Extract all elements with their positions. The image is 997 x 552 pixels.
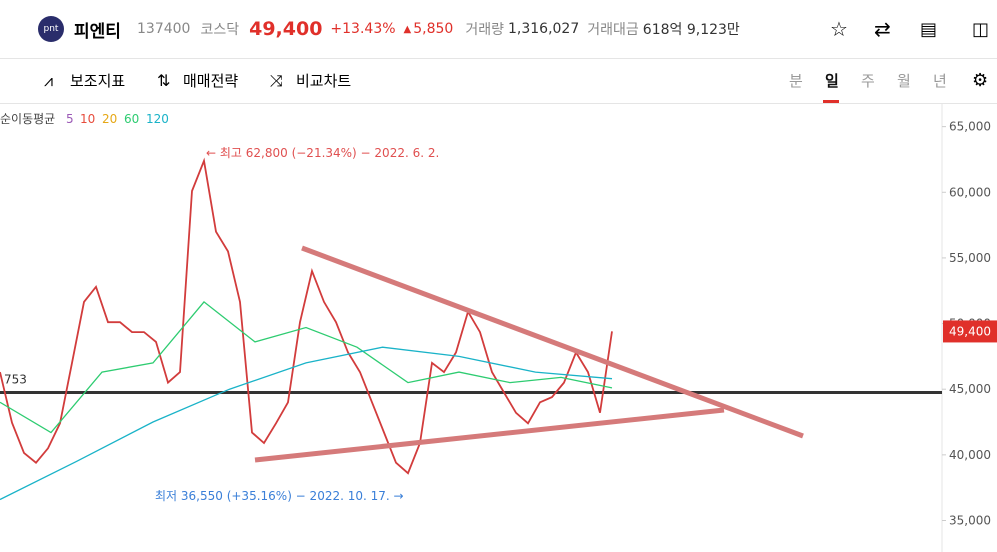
ma-legend-item: 20 [102,112,117,126]
ma-legend-title: 순이동평균 [0,112,55,126]
y-tick-label: 65,000 [949,120,991,134]
up-icon: ▲ [403,23,412,35]
period[interactable]: 일 [825,72,839,90]
change-pct: +13.43% [330,21,396,37]
change: 5,850 [413,21,454,37]
price-line [0,157,613,475]
stock-name: 피엔티 [74,21,121,42]
tool-item[interactable]: 보조지표 [70,72,126,90]
ma-legend-item: 10 [80,112,95,126]
favorite[interactable]: ☆ [830,17,848,41]
period[interactable]: 년 [933,72,947,90]
period[interactable]: 월 [897,72,911,90]
trendline [301,245,804,439]
price: 49,400 [249,18,323,40]
chart: 35,00040,00045,00050,00055,00060,00065,0… [0,103,997,552]
y-tick-label: 35,000 [949,513,991,527]
tool-item[interactable]: 비교차트 [296,72,352,90]
tool-icon[interactable]: ⇅ [157,71,171,90]
toolbar: ⩘ 보조지표 ⇅ 매매전략 ⤨ 비교차트 분 일 주 월 년 ⚙ [0,58,997,104]
market: 코스닥 [200,22,240,38]
ma-legend-item: 120 [146,112,169,126]
low-annotation: 최저 36,550 (+35.16%) − 2022. 10. 17. → [155,489,404,503]
memo[interactable]: ▤ [920,18,938,40]
moving-average [0,346,613,501]
volume: 1,316,027 [507,21,580,37]
swap[interactable]: ⇄ [874,17,891,41]
code: 137400 [137,21,191,37]
reference-label: 753 [4,372,27,386]
y-tick-label: 60,000 [949,185,991,199]
y-tick-label: 55,000 [949,251,991,265]
tool-icon[interactable]: ⩘ [44,70,54,90]
y-tick-label: 40,000 [949,448,991,462]
period[interactable]: 주 [861,72,875,90]
tool-icon[interactable]: ⤨ [270,70,283,90]
period-underline [823,100,839,103]
moving-average [0,300,613,434]
price-tag [943,320,997,343]
trendline [254,407,725,463]
header: pnt 피엔티 137400 코스닥 49,400 +13.43% ▲ 5,85… [0,0,997,59]
ma-legend-item: 60 [124,112,139,126]
ma-legend-item: 5 [66,112,74,126]
tool-item[interactable]: 매매전략 [183,72,239,90]
price-tag-label: 49,400 [949,324,991,338]
amount-label: 거래대금 [587,22,639,38]
y-tick-label: 45,000 [949,382,991,396]
amount: 618억 9,123만 [642,22,740,38]
volume-label: 거래량 [465,22,504,38]
panel[interactable]: ◫ [972,18,990,40]
high-annotation: ← 최고 62,800 (−21.34%) − 2022. 6. 2. [206,146,439,160]
period[interactable]: 분 [789,72,803,90]
logo: pnt [38,16,64,42]
settings[interactable]: ⚙ [972,70,989,91]
